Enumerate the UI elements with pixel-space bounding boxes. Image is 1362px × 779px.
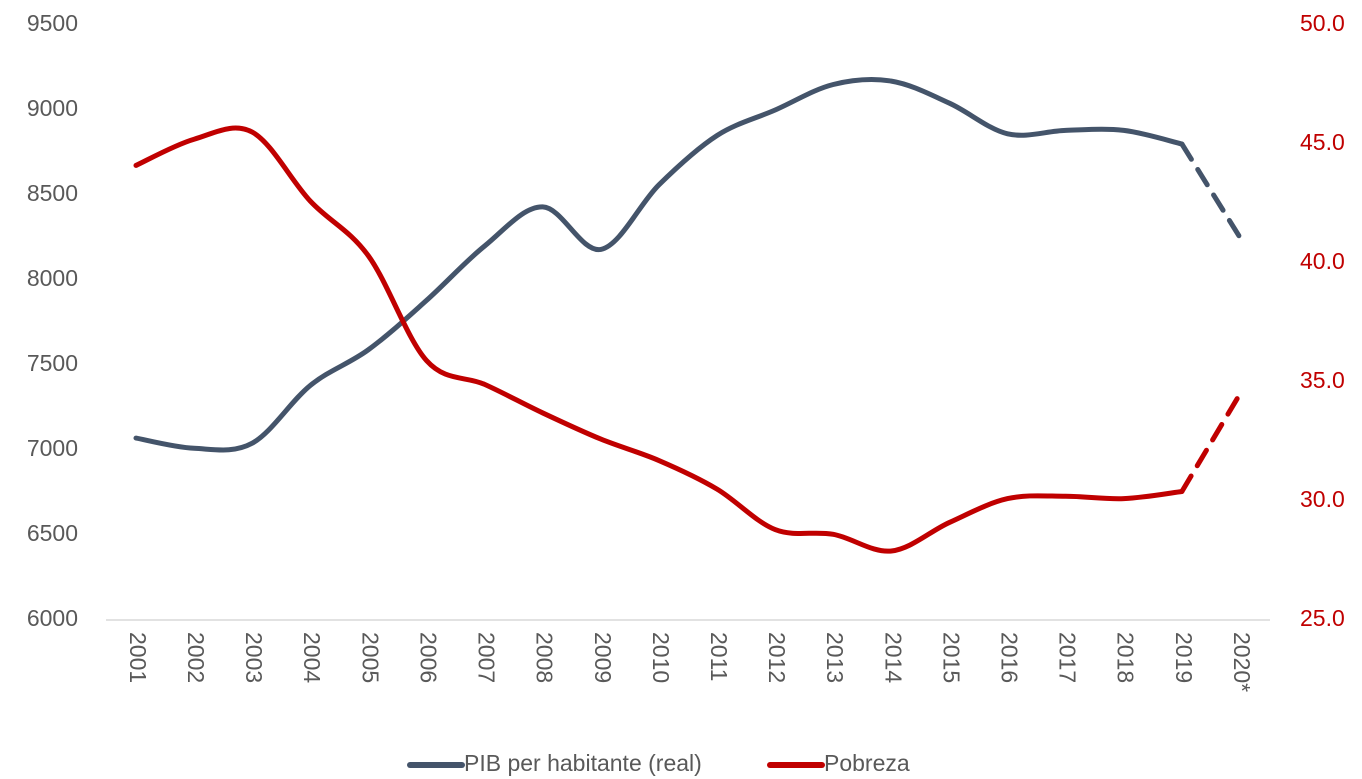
x-tick-label: 2014: [880, 632, 906, 683]
x-tick-label: 2018: [1113, 632, 1139, 683]
y-tick-label: 9500: [27, 10, 78, 36]
x-tick-label: 2009: [590, 632, 616, 683]
series-line-projection: [1179, 141, 1243, 240]
y-tick-label: 6500: [27, 520, 78, 546]
x-tick-label: 2019: [1171, 632, 1197, 683]
y2-tick-label: 50.0: [1300, 10, 1345, 36]
legend-label: PIB per habitante (real): [464, 750, 702, 776]
x-tick-label: 2003: [241, 632, 267, 683]
x-tick-label: 2008: [532, 632, 558, 683]
y2-tick-label: 45.0: [1300, 129, 1345, 155]
x-tick-label: 2020*: [1229, 632, 1255, 692]
x-tick-label: 2005: [357, 632, 383, 683]
x-tick-label: 2004: [299, 632, 325, 683]
x-tick-label: 2017: [1055, 632, 1081, 683]
y-tick-label: 9000: [27, 95, 78, 121]
y-tick-label: 8500: [27, 180, 78, 206]
y2-tick-label: 40.0: [1300, 248, 1345, 274]
series-line: [133, 77, 1185, 453]
x-tick-label: 2001: [125, 632, 151, 683]
x-tick-label: 2015: [938, 632, 964, 683]
x-tick-label: 2006: [415, 632, 441, 683]
x-tick-label: 2012: [764, 632, 790, 683]
y-tick-label: 7500: [27, 350, 78, 376]
y-tick-label: 6000: [27, 605, 78, 631]
y-tick-label: 7000: [27, 435, 78, 461]
y2-tick-label: 25.0: [1300, 605, 1345, 631]
x-tick-label: 2007: [474, 632, 500, 683]
legend-label: Pobreza: [824, 750, 910, 776]
y2-tick-label: 35.0: [1300, 367, 1345, 393]
series-line: [133, 125, 1185, 554]
y2-tick-label: 30.0: [1300, 486, 1345, 512]
series-line-projection: [1179, 391, 1243, 494]
x-tick-label: 2013: [822, 632, 848, 683]
x-tick-label: 2016: [997, 632, 1023, 683]
x-tick-label: 2010: [648, 632, 674, 683]
y-tick-label: 8000: [27, 265, 78, 291]
x-tick-label: 2002: [183, 632, 209, 683]
x-tick-label: 2011: [706, 632, 732, 681]
